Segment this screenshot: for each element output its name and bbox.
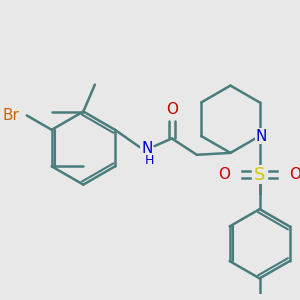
Text: O: O bbox=[218, 167, 230, 182]
Text: S: S bbox=[254, 166, 265, 184]
Text: O: O bbox=[166, 102, 178, 117]
Text: N: N bbox=[256, 129, 267, 144]
Text: N: N bbox=[141, 141, 152, 156]
Text: O: O bbox=[289, 167, 300, 182]
Text: Br: Br bbox=[2, 108, 19, 123]
Text: H: H bbox=[145, 154, 154, 167]
